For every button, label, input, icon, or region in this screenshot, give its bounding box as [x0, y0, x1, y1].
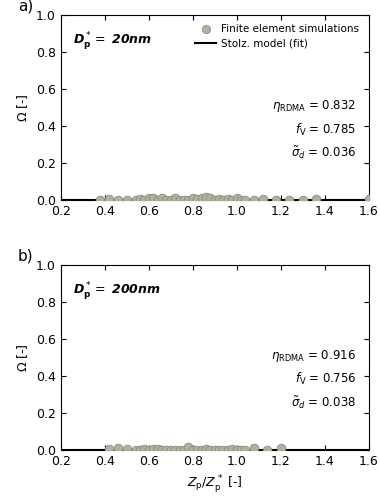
Point — [203, 194, 209, 202]
Point — [234, 446, 240, 454]
Point — [155, 445, 161, 453]
Point — [264, 446, 271, 454]
Point — [190, 194, 196, 202]
Point — [194, 446, 200, 454]
Point — [150, 445, 156, 453]
Point — [172, 194, 178, 202]
Point — [172, 446, 178, 454]
Point — [212, 446, 218, 454]
Point — [141, 196, 147, 204]
Point — [251, 444, 257, 452]
Point — [190, 446, 196, 454]
Legend: Finite element simulations, Stolz. model (fit): Finite element simulations, Stolz. model… — [191, 20, 363, 52]
Point — [141, 445, 147, 453]
Point — [366, 196, 372, 203]
Point — [146, 446, 152, 454]
Point — [203, 445, 209, 453]
Point — [229, 196, 235, 204]
Point — [185, 196, 192, 204]
Y-axis label: $\Omega$ [-]: $\Omega$ [-] — [16, 343, 30, 372]
Text: $\eta_{\mathrm{RDMA}}$ = 0.916
$f_{\mathrm{V}}$ = 0.756
$\tilde{\sigma}_d$ = 0.0: $\eta_{\mathrm{RDMA}}$ = 0.916 $f_{\math… — [271, 348, 356, 412]
Text: b): b) — [18, 248, 33, 263]
Point — [207, 194, 213, 202]
Point — [299, 196, 306, 204]
Point — [242, 446, 249, 454]
Point — [229, 445, 235, 453]
Point — [181, 196, 187, 204]
Point — [124, 196, 130, 204]
Point — [198, 194, 204, 202]
Point — [220, 446, 226, 454]
Point — [212, 196, 218, 204]
Point — [168, 196, 174, 203]
Point — [176, 446, 182, 454]
Point — [124, 445, 130, 453]
Text: $\boldsymbol{D}_{\mathbf{p}}^* = $ 200nm: $\boldsymbol{D}_{\mathbf{p}}^* = $ 200nm — [73, 280, 161, 301]
Text: $\boldsymbol{D}_{\mathbf{p}}^* = $ 20nm: $\boldsymbol{D}_{\mathbf{p}}^* = $ 20nm — [73, 30, 152, 52]
Point — [155, 196, 161, 204]
Point — [242, 196, 249, 204]
Point — [260, 194, 266, 202]
Point — [115, 196, 121, 203]
Text: a): a) — [18, 0, 33, 13]
Point — [194, 194, 200, 202]
Point — [234, 194, 240, 202]
Point — [278, 444, 284, 452]
Point — [133, 196, 139, 204]
Point — [216, 194, 222, 202]
Point — [207, 446, 213, 454]
Point — [251, 196, 257, 204]
Point — [115, 444, 121, 452]
Y-axis label: $\Omega$ [-]: $\Omega$ [-] — [16, 93, 30, 122]
Point — [273, 196, 279, 204]
Text: $\eta_{\mathrm{RDMA}}$ = 0.832
$f_{\mathrm{V}}$ = 0.785
$\tilde{\sigma}_d$ = 0.0: $\eta_{\mathrm{RDMA}}$ = 0.832 $f_{\math… — [272, 98, 356, 162]
Point — [313, 196, 319, 203]
Point — [220, 196, 226, 204]
Point — [163, 196, 169, 204]
Point — [238, 196, 244, 204]
Point — [137, 196, 143, 203]
X-axis label: $Z_\mathrm{p}/Z_\mathrm{p}^*$ [-]: $Z_\mathrm{p}/Z_\mathrm{p}^*$ [-] — [187, 474, 242, 496]
Point — [163, 446, 169, 454]
Point — [168, 446, 174, 454]
Point — [133, 446, 139, 454]
Point — [185, 444, 192, 452]
Point — [176, 196, 182, 204]
Point — [150, 194, 156, 202]
Point — [106, 195, 112, 203]
Point — [181, 446, 187, 454]
Point — [146, 194, 152, 202]
Point — [225, 196, 231, 203]
Point — [106, 446, 112, 454]
Point — [238, 446, 244, 454]
Point — [198, 446, 204, 454]
Point — [97, 196, 103, 204]
Point — [159, 446, 165, 454]
Point — [216, 446, 222, 454]
Point — [159, 194, 165, 202]
Point — [225, 446, 231, 454]
Point — [287, 196, 293, 203]
Point — [137, 446, 143, 454]
